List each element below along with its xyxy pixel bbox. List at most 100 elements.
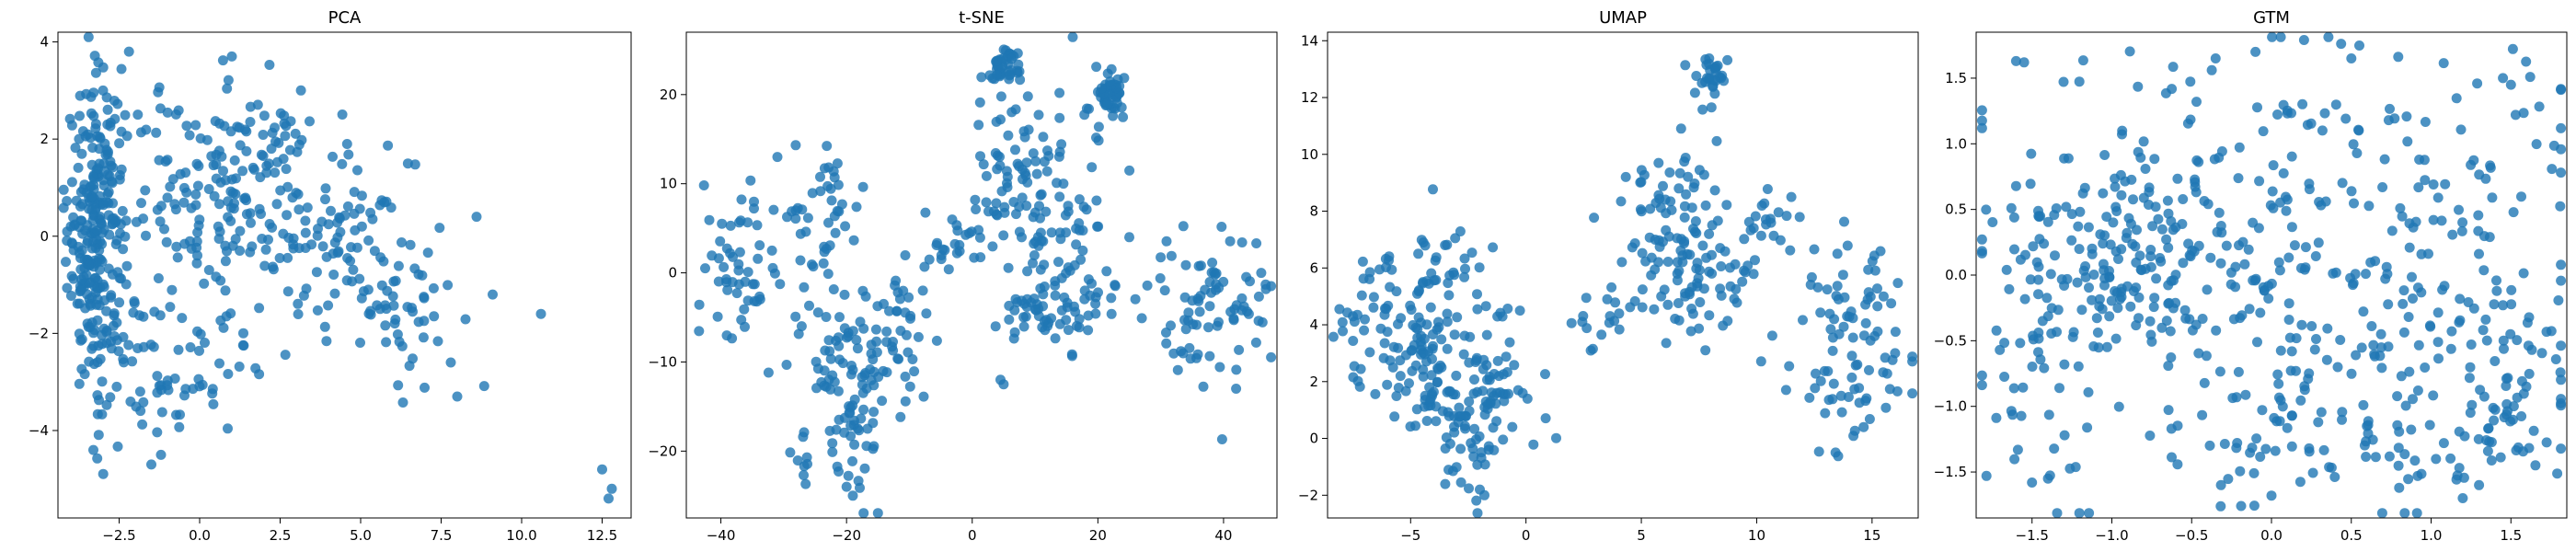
scatter-point	[159, 224, 169, 235]
scatter-point	[2467, 399, 2478, 410]
scatter-point	[2026, 148, 2037, 159]
scatter-point	[913, 331, 924, 342]
x-tick-label: −5	[1400, 527, 1420, 544]
scatter-point	[2432, 192, 2444, 203]
scatter-point	[92, 408, 103, 420]
scatter-point	[2004, 283, 2015, 294]
scatter-point	[1021, 201, 1032, 212]
scatter-point	[83, 129, 93, 140]
scatter-point	[165, 302, 176, 313]
scatter-point	[278, 228, 289, 239]
scatter-point	[98, 282, 109, 293]
y-tick-label: 0	[1309, 431, 1318, 447]
scatter-point	[842, 332, 852, 343]
scatter-point	[2455, 293, 2466, 305]
scatter-point	[2076, 305, 2087, 316]
scatter-point	[2397, 211, 2408, 222]
scatter-point	[881, 326, 892, 337]
scatter-point	[329, 288, 340, 299]
scatter-point	[1102, 68, 1113, 79]
scatter-point	[858, 323, 869, 334]
scatter-point	[184, 130, 195, 141]
scatter-point	[1890, 348, 1901, 359]
scatter-point	[337, 109, 348, 120]
scatter-point	[1672, 233, 1683, 244]
scatter-point	[960, 229, 972, 240]
scatter-point	[1214, 362, 1225, 373]
scatter-point	[1124, 165, 1135, 176]
scatter-point	[2059, 359, 2070, 370]
scatter-point	[222, 83, 233, 94]
scatter-point	[2286, 410, 2297, 421]
scatter-point	[1689, 87, 1700, 98]
scatter-point	[2193, 240, 2204, 251]
scatter-point	[301, 283, 312, 294]
x-tick-label: 10	[1748, 527, 1765, 544]
scatter-point	[312, 230, 323, 241]
scatter-point	[221, 311, 232, 322]
scatter-point	[2321, 354, 2332, 365]
scatter-point	[2184, 250, 2195, 260]
scatter-point	[1022, 91, 1033, 102]
scatter-point	[2149, 293, 2160, 304]
scatter-point	[879, 298, 889, 309]
scatter-point	[2534, 101, 2545, 112]
scatter-point	[2413, 182, 2424, 193]
scatter-point	[2407, 271, 2417, 282]
scatter-point	[1428, 184, 1438, 195]
scatter-point	[2052, 508, 2063, 518]
scatter-point	[2556, 374, 2567, 385]
scatter-point	[1062, 302, 1073, 313]
scatter-point	[1436, 362, 1447, 373]
scatter-point	[884, 305, 894, 316]
scatter-point	[2313, 237, 2324, 248]
scatter-point	[1480, 301, 1491, 312]
scatter-point	[2006, 202, 2017, 213]
scatter-point	[943, 264, 954, 275]
scatter-point	[2269, 412, 2280, 423]
scatter-point	[1673, 183, 1685, 194]
scatter-point	[161, 236, 172, 247]
scatter-point	[1737, 276, 1748, 287]
scatter-point	[868, 407, 880, 418]
scatter-point	[156, 407, 167, 418]
scatter-point	[1053, 257, 1064, 268]
y-tick-label: 0.0	[1945, 267, 1967, 283]
scatter-point	[217, 55, 228, 66]
scatter-point	[877, 396, 888, 407]
scatter-point	[1431, 401, 1442, 412]
scatter-point	[1338, 326, 1348, 337]
scatter-point	[1393, 383, 1404, 393]
scatter-point	[2536, 348, 2547, 359]
scatter-point	[995, 160, 1006, 171]
scatter-point	[218, 166, 228, 177]
scatter-point	[1090, 308, 1101, 319]
scatter-point	[2498, 73, 2509, 84]
scatter-point	[995, 91, 1006, 102]
scatter-point	[2286, 222, 2297, 233]
scatter-point	[1685, 326, 1696, 337]
scatter-point	[394, 337, 405, 347]
scatter-point	[1111, 91, 1122, 102]
scatter-point	[91, 299, 102, 310]
scatter-point	[1809, 244, 1820, 255]
scatter-point	[383, 140, 394, 151]
scatter-point	[1748, 269, 1759, 280]
scatter-point	[807, 259, 817, 270]
scatter-point	[1650, 198, 1662, 208]
scatter-point	[195, 328, 206, 339]
scatter-point	[2550, 354, 2561, 364]
scatter-point	[2555, 201, 2566, 212]
scatter-point	[86, 343, 98, 354]
scatter-point	[1827, 394, 1838, 405]
scatter-point	[223, 423, 233, 434]
scatter-point	[1811, 368, 1821, 379]
scatter-point	[1428, 386, 1439, 397]
scatter-point	[1878, 291, 1889, 302]
scatter-point	[332, 247, 343, 259]
scatter-point	[1444, 270, 1455, 281]
scatter-point	[954, 246, 965, 257]
scatter-point	[853, 476, 864, 487]
scatter-point	[2148, 302, 2159, 313]
scatter-point	[2523, 340, 2534, 351]
